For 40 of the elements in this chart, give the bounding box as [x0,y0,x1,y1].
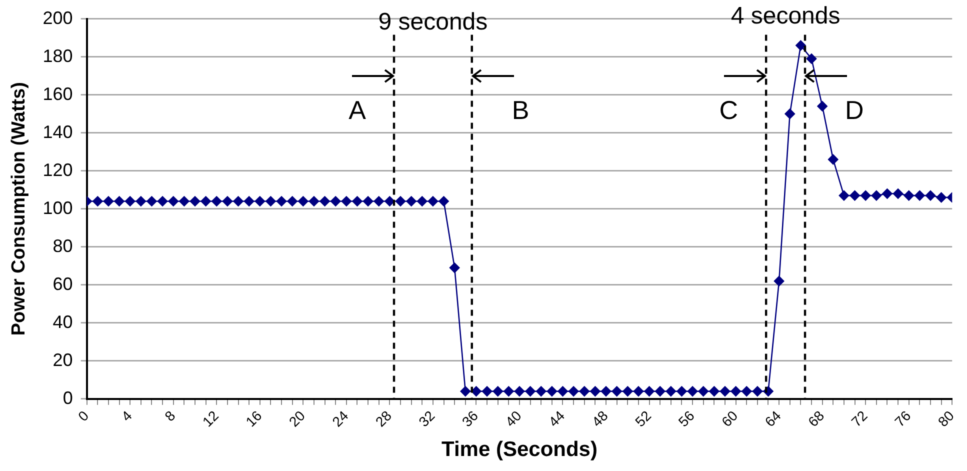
x-tick-label: 56 [675,407,698,430]
ref-line-label: A [348,94,367,125]
y-tick-label: 40 [52,312,73,332]
y-tick-label: 20 [52,350,73,370]
y-tick-label: 100 [42,198,73,218]
x-tick-label: 0 [74,407,92,424]
x-tick-label: 44 [545,407,568,430]
x-tick-label: 20 [286,407,308,430]
x-tick-label: 8 [161,407,178,424]
x-tick-label: 52 [632,407,654,430]
x-tick-label: 32 [415,407,438,430]
x-tick-label: 68 [804,407,828,430]
x-tick-label: 4 [118,407,136,424]
y-tick-label: 160 [42,84,73,104]
x-tick-label: 40 [502,407,524,430]
ref-line-label: D [845,94,864,125]
y-axis-title: Power Consumption (Watts) [8,82,30,336]
x-tick-label: 24 [328,407,352,430]
ref-line-label: C [719,94,738,125]
x-tick-label: 76 [891,407,914,430]
x-tick-label: 72 [848,407,871,430]
annotation: 9 seconds [378,8,488,36]
annotation: 4 seconds [730,2,840,30]
x-tick-label: 48 [588,407,612,430]
ref-line-label: B [512,94,530,125]
y-tick-label: 200 [42,8,73,28]
y-tick-label: 120 [42,160,73,180]
y-tick-label: 180 [42,46,73,66]
y-tick-label: 140 [42,122,73,142]
y-tick-label: 60 [52,274,73,294]
x-tick-label: 60 [718,407,741,430]
y-tick-label: 0 [62,388,73,408]
x-tick-label: 28 [372,407,395,430]
x-axis-title: Time (Seconds) [441,438,598,462]
x-tick-label: 36 [458,407,482,430]
y-tick-label: 80 [52,236,73,256]
x-tick-label: 12 [199,407,222,430]
x-tick-label: 80 [934,407,958,430]
x-tick-label: 64 [762,407,784,430]
x-tick-label: 16 [242,407,265,430]
